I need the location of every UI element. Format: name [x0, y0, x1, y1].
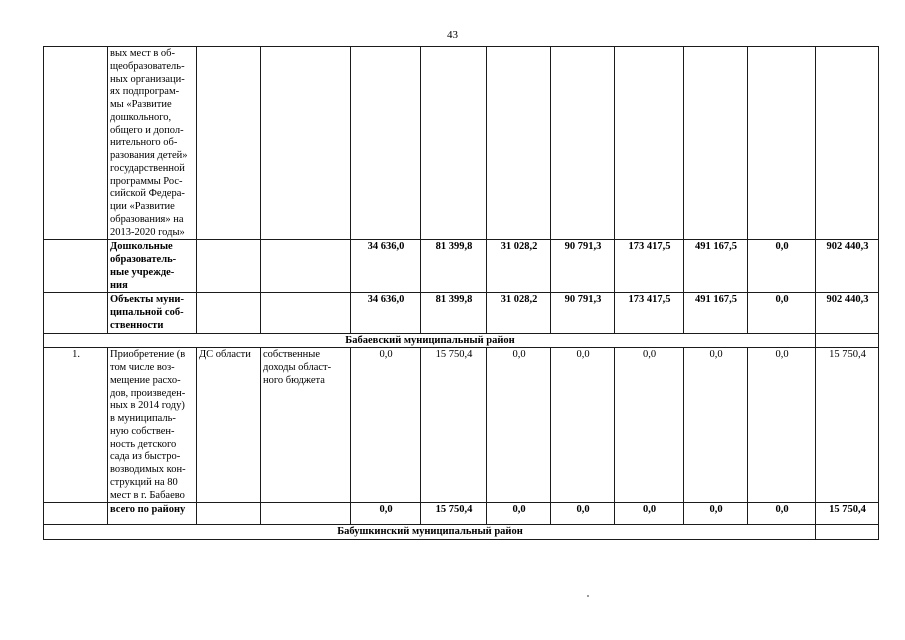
- value-cell: 902 440,3: [815, 292, 879, 334]
- value-cell: 0,0: [550, 502, 615, 526]
- value-cell: 0,0: [614, 347, 684, 504]
- row-number-cell: [43, 292, 108, 334]
- region-header-row: Бабаевский муниципальный район: [43, 332, 879, 349]
- value-cell: 173 417,5: [614, 239, 684, 294]
- region-header-cell: Бабушкинский муниципальный район: [43, 524, 816, 541]
- row-number-cell: [43, 502, 108, 526]
- project-name-cell: Дошкольные образователь- ные учрежде- ни…: [107, 239, 197, 294]
- grbs-cell: [196, 502, 261, 526]
- value-cell: 81 399,8: [420, 292, 487, 334]
- table-row: Дошкольные образователь- ные учрежде- ни…: [43, 239, 879, 294]
- value-cell: 81 399,8: [420, 239, 487, 294]
- value-cell: [747, 45, 816, 241]
- row-number-cell: 1.: [43, 347, 108, 504]
- scan-speck: [587, 595, 589, 597]
- value-cell: 491 167,5: [683, 239, 748, 294]
- value-cell: 34 636,0: [350, 239, 421, 294]
- value-cell: 0,0: [550, 347, 615, 504]
- region-header-cell: Бабаевский муниципальный район: [43, 332, 816, 349]
- table-row: вых мест в об- щеобразователь- ных орган…: [43, 45, 879, 241]
- value-cell: 90 791,3: [550, 239, 615, 294]
- row-number-cell: [43, 239, 108, 294]
- value-cell: 0,0: [747, 502, 816, 526]
- grbs-cell: ДС области: [196, 347, 261, 504]
- value-cell: 0,0: [486, 347, 551, 504]
- value-cell: 173 417,5: [614, 292, 684, 334]
- value-cell: 0,0: [747, 239, 816, 294]
- value-cell: [815, 332, 879, 349]
- value-cell: [550, 45, 615, 241]
- value-cell: 0,0: [350, 347, 421, 504]
- funding-source-cell: [260, 45, 351, 241]
- value-cell: [815, 524, 879, 541]
- value-cell: 15 750,4: [815, 502, 879, 526]
- value-cell: 0,0: [683, 502, 748, 526]
- project-name-cell: вых мест в об- щеобразователь- ных орган…: [107, 45, 197, 241]
- value-cell: 15 750,4: [420, 347, 487, 504]
- value-cell: 0,0: [614, 502, 684, 526]
- funding-source-cell: собственные доходы област- ного бюджета: [260, 347, 351, 504]
- funding-source-cell: [260, 502, 351, 526]
- value-cell: 902 440,3: [815, 239, 879, 294]
- value-cell: 491 167,5: [683, 292, 748, 334]
- table-row: 1. Приобретение (в том числе воз- мещени…: [43, 347, 879, 504]
- value-cell: [614, 45, 684, 241]
- value-cell: [420, 45, 487, 241]
- value-cell: 34 636,0: [350, 292, 421, 334]
- district-total-label-cell: всего по району: [107, 502, 197, 526]
- district-total-row: всего по району 0,0 15 750,4 0,0 0,0 0,0…: [43, 502, 879, 526]
- funding-source-cell: [260, 292, 351, 334]
- value-cell: 0,0: [747, 347, 816, 504]
- value-cell: 0,0: [350, 502, 421, 526]
- region-header-row: Бабушкинский муниципальный район: [43, 524, 879, 541]
- value-cell: [683, 45, 748, 241]
- value-cell: [486, 45, 551, 241]
- project-name-cell: Объекты муни- ципальной соб- ственности: [107, 292, 197, 334]
- funding-source-cell: [260, 239, 351, 294]
- grbs-cell: [196, 292, 261, 334]
- value-cell: 0,0: [486, 502, 551, 526]
- value-cell: [815, 45, 879, 241]
- value-cell: 15 750,4: [420, 502, 487, 526]
- project-name-cell: Приобретение (в том числе воз- мещение р…: [107, 347, 197, 504]
- value-cell: 31 028,2: [486, 292, 551, 334]
- value-cell: 15 750,4: [815, 347, 879, 504]
- grbs-cell: [196, 45, 261, 241]
- value-cell: [350, 45, 421, 241]
- value-cell: 31 028,2: [486, 239, 551, 294]
- table-row: Объекты муни- ципальной соб- ственности …: [43, 292, 879, 334]
- value-cell: 90 791,3: [550, 292, 615, 334]
- value-cell: 0,0: [747, 292, 816, 334]
- row-number-cell: [43, 45, 108, 241]
- value-cell: 0,0: [683, 347, 748, 504]
- budget-table: вых мест в об- щеобразователь- ных орган…: [43, 45, 879, 541]
- grbs-cell: [196, 239, 261, 294]
- page-number: 43: [447, 29, 458, 41]
